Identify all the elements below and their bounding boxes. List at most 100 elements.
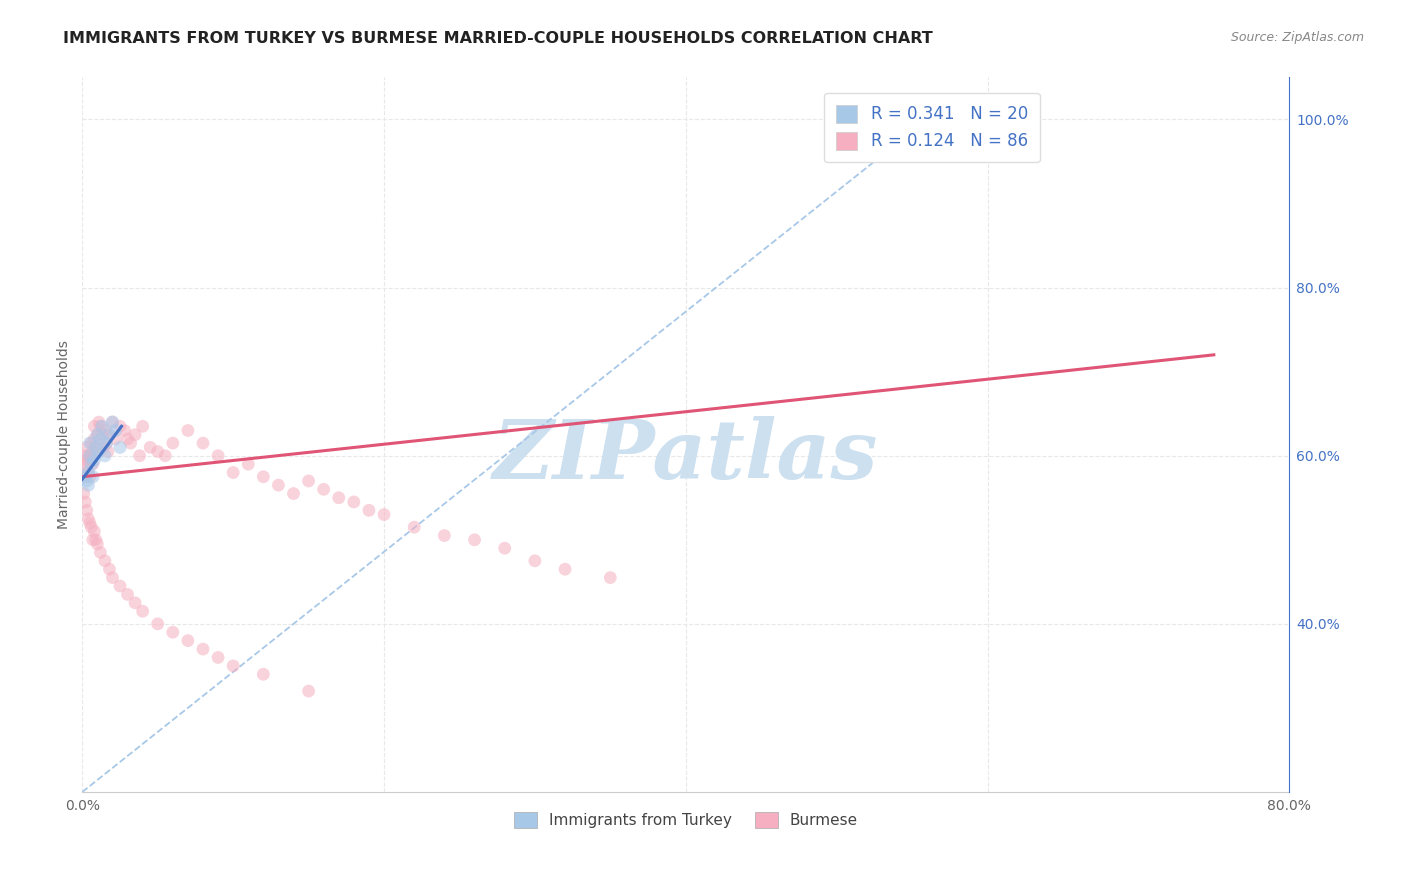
Point <box>343 495 366 509</box>
Point <box>207 650 229 665</box>
Point <box>114 424 136 438</box>
Point <box>94 424 117 438</box>
Point <box>80 520 103 534</box>
Point <box>77 449 100 463</box>
Point <box>80 449 103 463</box>
Point <box>146 444 169 458</box>
Text: Source: ZipAtlas.com: Source: ZipAtlas.com <box>1230 31 1364 45</box>
Point <box>86 537 108 551</box>
Point <box>75 469 97 483</box>
Point <box>76 474 98 488</box>
Legend: Immigrants from Turkey, Burmese: Immigrants from Turkey, Burmese <box>508 805 863 834</box>
Point <box>90 419 112 434</box>
Point <box>77 466 100 480</box>
Point <box>94 554 117 568</box>
Point <box>222 658 245 673</box>
Point <box>104 424 127 438</box>
Point <box>104 432 127 446</box>
Point <box>404 520 426 534</box>
Point <box>252 469 274 483</box>
Point <box>101 415 124 429</box>
Point <box>128 449 150 463</box>
Point <box>283 486 305 500</box>
Point <box>96 436 118 450</box>
Point <box>554 562 576 576</box>
Point <box>84 440 107 454</box>
Point <box>108 419 131 434</box>
Point <box>98 427 121 442</box>
Point <box>98 427 121 442</box>
Point <box>83 419 105 434</box>
Point <box>73 486 96 500</box>
Point <box>84 440 107 454</box>
Point <box>89 545 111 559</box>
Point <box>84 533 107 547</box>
Y-axis label: Married-couple Households: Married-couple Households <box>58 340 72 529</box>
Point <box>82 469 104 483</box>
Point <box>79 449 101 463</box>
Point <box>162 436 184 450</box>
Point <box>131 604 153 618</box>
Point <box>76 453 98 467</box>
Point <box>87 444 110 458</box>
Point <box>238 457 260 471</box>
Point <box>162 625 184 640</box>
Point <box>117 587 139 601</box>
Point <box>177 424 200 438</box>
Point <box>357 503 380 517</box>
Point <box>108 440 131 454</box>
Point <box>86 427 108 442</box>
Point <box>101 415 124 429</box>
Point <box>76 503 98 517</box>
Point <box>139 440 162 454</box>
Point <box>73 457 96 471</box>
Point <box>83 453 105 467</box>
Point <box>82 533 104 547</box>
Point <box>79 516 101 530</box>
Point <box>146 616 169 631</box>
Point <box>87 415 110 429</box>
Point <box>75 461 97 475</box>
Point <box>297 474 319 488</box>
Point <box>89 432 111 446</box>
Point <box>79 469 101 483</box>
Point <box>97 444 120 458</box>
Point <box>75 495 97 509</box>
Point <box>464 533 486 547</box>
Point <box>222 466 245 480</box>
Point <box>76 440 98 454</box>
Point <box>80 457 103 471</box>
Point <box>80 436 103 450</box>
Point <box>252 667 274 681</box>
Point <box>373 508 395 522</box>
Point <box>120 436 142 450</box>
Point <box>77 512 100 526</box>
Point <box>523 554 546 568</box>
Point <box>131 419 153 434</box>
Point <box>82 457 104 471</box>
Point <box>82 444 104 458</box>
Point <box>191 436 214 450</box>
Point <box>207 449 229 463</box>
Point <box>77 466 100 480</box>
Point <box>83 432 105 446</box>
Point <box>86 427 108 442</box>
Point <box>77 478 100 492</box>
Point <box>79 453 101 467</box>
Point <box>124 596 146 610</box>
Point <box>177 633 200 648</box>
Point <box>191 642 214 657</box>
Point <box>101 571 124 585</box>
Point <box>90 427 112 442</box>
Point <box>124 427 146 442</box>
Point <box>73 469 96 483</box>
Point <box>108 579 131 593</box>
Point <box>79 436 101 450</box>
Point <box>267 478 290 492</box>
Point <box>433 528 456 542</box>
Point <box>96 436 118 450</box>
Point <box>98 562 121 576</box>
Point <box>494 541 516 556</box>
Point <box>89 419 111 434</box>
Point <box>328 491 350 505</box>
